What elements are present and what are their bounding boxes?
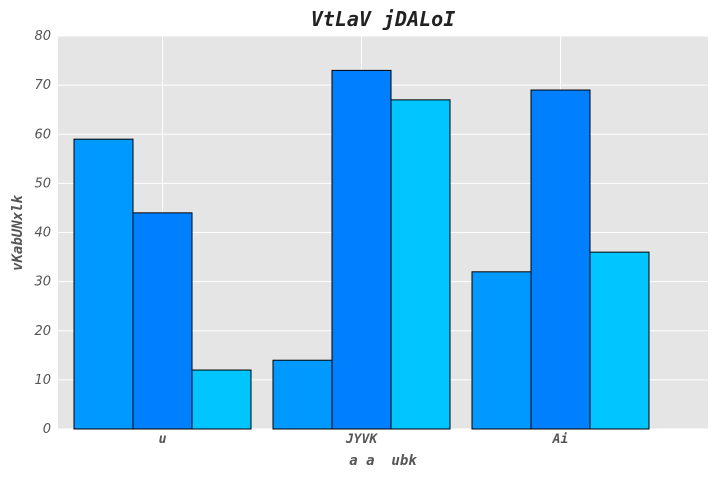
y-tick-label: 50 bbox=[34, 176, 51, 191]
bar-jyvk-series-3 bbox=[390, 99, 451, 430]
y-tick-label: 10 bbox=[34, 373, 51, 388]
bar-ai-series-1 bbox=[471, 271, 532, 430]
bar-jyvk-series-1 bbox=[272, 359, 333, 430]
bar-u-series-3 bbox=[191, 369, 252, 430]
x-tick-label: JYVK bbox=[345, 432, 378, 447]
y-tick-label: 0 bbox=[43, 422, 51, 437]
y-tick-label: 20 bbox=[34, 324, 51, 339]
y-tick-label: 70 bbox=[34, 78, 51, 93]
bar-ai-series-3 bbox=[589, 251, 650, 430]
x-tick-label: Ai bbox=[552, 432, 569, 447]
y-axis-label: vKabUNxlk bbox=[10, 195, 26, 271]
x-tick-labels: u JYVK Ai bbox=[159, 432, 569, 447]
bar-u-series-1 bbox=[73, 138, 134, 430]
y-tick-label: 40 bbox=[34, 226, 51, 241]
y-tick-labels: 0 10 20 30 40 50 60 70 80 bbox=[34, 29, 51, 437]
x-tick-label: u bbox=[159, 432, 167, 447]
bar-u-series-2 bbox=[132, 212, 193, 430]
y-tick-label: 30 bbox=[34, 275, 51, 290]
bar-ai-series-2 bbox=[530, 89, 591, 430]
x-axis-label: a a ubk bbox=[349, 453, 417, 469]
y-tick-label: 60 bbox=[34, 127, 51, 142]
chart-title: VtLaV jDALoI bbox=[311, 7, 456, 31]
bar-jyvk-series-2 bbox=[331, 69, 392, 430]
y-tick-label: 80 bbox=[34, 29, 51, 44]
bars-group bbox=[73, 69, 650, 430]
